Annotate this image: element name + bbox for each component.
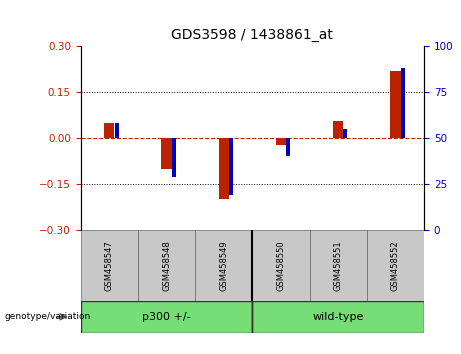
- Text: genotype/variation: genotype/variation: [5, 312, 91, 321]
- Bar: [114, 123, 118, 138]
- Bar: [172, 138, 176, 177]
- Bar: [195, 230, 252, 301]
- Text: p300 +/-: p300 +/-: [142, 312, 191, 322]
- Bar: [333, 121, 343, 138]
- Text: GSM458548: GSM458548: [162, 240, 171, 291]
- Text: GSM458551: GSM458551: [334, 240, 343, 291]
- Bar: [138, 230, 195, 301]
- Bar: [81, 301, 252, 333]
- Text: GSM458552: GSM458552: [391, 240, 400, 291]
- Text: GSM458547: GSM458547: [105, 240, 114, 291]
- Title: GDS3598 / 1438861_at: GDS3598 / 1438861_at: [171, 28, 333, 42]
- Bar: [229, 138, 233, 195]
- Bar: [367, 230, 424, 301]
- Bar: [219, 138, 229, 199]
- Bar: [252, 230, 310, 301]
- Bar: [343, 129, 348, 138]
- Bar: [104, 123, 114, 138]
- Bar: [81, 230, 138, 301]
- Bar: [276, 138, 286, 145]
- Bar: [252, 301, 424, 333]
- Text: GSM458549: GSM458549: [219, 240, 228, 291]
- Bar: [161, 138, 171, 169]
- Bar: [286, 138, 290, 156]
- Text: wild-type: wild-type: [313, 312, 364, 322]
- Bar: [401, 68, 405, 138]
- Bar: [390, 70, 401, 138]
- Bar: [310, 230, 367, 301]
- Text: GSM458550: GSM458550: [277, 240, 285, 291]
